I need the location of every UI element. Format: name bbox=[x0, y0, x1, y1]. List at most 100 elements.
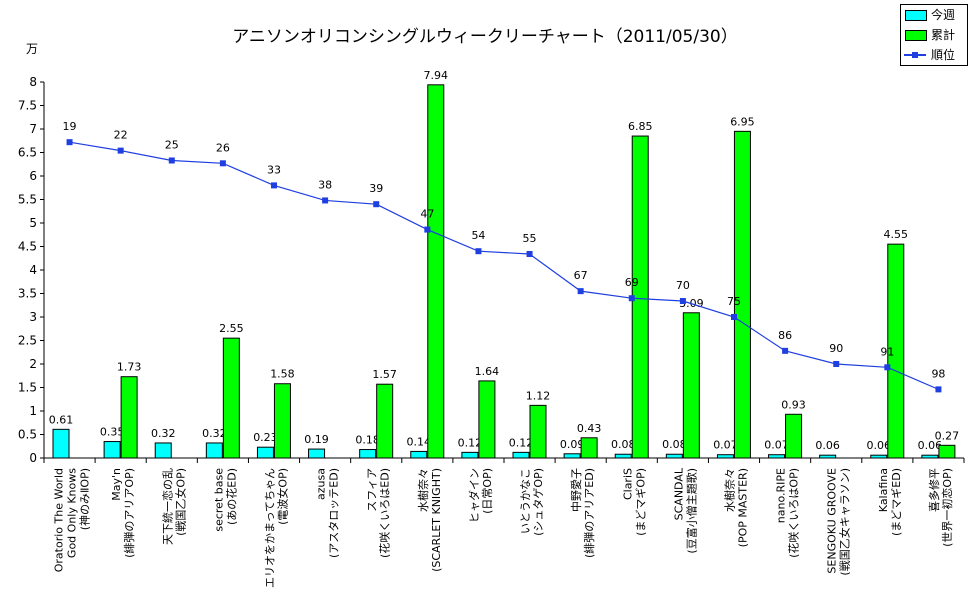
x-tick-label-line: 水樹奈々 bbox=[416, 468, 430, 512]
data-label-this-week: 0.14 bbox=[407, 435, 432, 448]
data-label-rank: 38 bbox=[318, 178, 332, 191]
bar-cumulative bbox=[938, 444, 956, 459]
point-rank bbox=[833, 361, 840, 367]
x-tick-label: SCANDAL (豆富小僧主題歌) bbox=[672, 467, 698, 553]
bar-this-week bbox=[461, 451, 479, 459]
legend: 今週 累計 順位 bbox=[900, 4, 968, 66]
x-tick-label-line: (シュタゲOP) bbox=[532, 468, 545, 536]
x-tick-label-line: (アスタロッテED) bbox=[328, 468, 341, 558]
data-label-cumulative: 7.94 bbox=[424, 69, 449, 82]
chart-title: アニソンオリコンシングルウィークリーチャート（2011/05/30） bbox=[232, 27, 738, 47]
x-tick-label-line: (豆富小僧主題歌) bbox=[684, 468, 698, 554]
point-rank bbox=[577, 288, 584, 295]
bar-cumulative bbox=[580, 437, 598, 459]
data-label-rank: 39 bbox=[369, 182, 383, 195]
x-tick-label-line: (電波女OP) bbox=[276, 468, 290, 525]
bar-this-week bbox=[716, 454, 734, 459]
x-tick-label-line: 中野愛子 bbox=[570, 468, 583, 512]
x-tick-label-line: 水樹奈々 bbox=[723, 468, 737, 512]
bar-this-week bbox=[512, 451, 530, 459]
bar-this-week bbox=[563, 453, 581, 459]
bar-cumulative bbox=[427, 84, 445, 459]
data-label-rank: 98 bbox=[931, 367, 945, 380]
data-label-rank: 54 bbox=[471, 229, 485, 242]
x-tick-label: Kalafina (まどマギED) bbox=[877, 468, 903, 536]
bar-this-week bbox=[359, 449, 377, 459]
data-label-rank: 55 bbox=[523, 232, 537, 245]
bar-cumulative bbox=[478, 380, 496, 459]
data-label-rank: 90 bbox=[829, 342, 843, 355]
data-label-rank: 67 bbox=[574, 269, 588, 282]
data-label-cumulative: 1.57 bbox=[372, 368, 397, 381]
point-rank bbox=[679, 298, 686, 305]
x-tick-label: 水樹奈々 (POP MASTER) bbox=[723, 468, 750, 547]
data-label-rank: 26 bbox=[216, 141, 230, 154]
x-tick-label-line: (緋弾のアリアOP) bbox=[122, 468, 136, 558]
x-tick-label-line: secret base bbox=[212, 468, 225, 532]
point-rank bbox=[271, 182, 277, 189]
bar-this-week bbox=[410, 450, 428, 459]
legend-item-this-week: 今週 bbox=[901, 5, 967, 25]
data-label-rank: 75 bbox=[727, 295, 741, 308]
x-tick-label: 喜多修平 (世界一初恋OP) bbox=[927, 468, 954, 547]
bar-this-week bbox=[256, 446, 274, 459]
x-tick-label: nano.RIPE (花咲くいろはOP) bbox=[775, 468, 801, 558]
bar-cumulative bbox=[682, 312, 700, 459]
y-tick-label: 3 bbox=[29, 310, 37, 324]
y-tick-label: 1.5 bbox=[18, 381, 37, 395]
x-tick-label-line: スフィア bbox=[366, 468, 379, 512]
point-rank bbox=[168, 157, 175, 164]
data-label-cumulative: 4.55 bbox=[884, 228, 909, 241]
legend-item-rank: 順位 bbox=[901, 45, 967, 65]
x-tick-label: ヒャダイン (日常OP) bbox=[467, 468, 494, 523]
data-label-rank: 22 bbox=[114, 129, 128, 142]
point-rank bbox=[731, 314, 737, 320]
point-rank bbox=[322, 197, 329, 204]
x-tick-label-line: (POP MASTER) bbox=[737, 468, 750, 547]
x-tick-label-line: SCANDAL bbox=[672, 467, 685, 520]
y-tick-label: 2 bbox=[29, 357, 37, 371]
bar-this-week bbox=[154, 442, 172, 459]
y-tick-label: 7 bbox=[29, 122, 37, 136]
point-rank bbox=[475, 248, 482, 255]
data-label-this-week: 0.06 bbox=[918, 439, 943, 452]
data-label-cumulative: 1.58 bbox=[270, 368, 295, 381]
x-tick-label-line: (神のみⅡOP) bbox=[78, 468, 92, 530]
x-tick-label-line: (日常OP) bbox=[481, 468, 494, 514]
x-tick-label-line: ClariS bbox=[621, 468, 634, 500]
data-label-cumulative: 1.12 bbox=[526, 389, 551, 402]
data-label-rank: 33 bbox=[267, 163, 281, 176]
data-label-this-week: 0.23 bbox=[253, 431, 278, 444]
data-label-this-week: 0.19 bbox=[304, 433, 329, 446]
data-label-rank: 91 bbox=[880, 345, 894, 358]
x-tick-label: エリオをかまってちゃん (電波女OP) bbox=[264, 468, 290, 588]
bar-cumulative bbox=[785, 413, 803, 459]
data-label-this-week: 0.18 bbox=[355, 434, 380, 447]
data-label-this-week: 0.06 bbox=[867, 439, 892, 452]
x-tick-label-line: (世界一初恋OP) bbox=[940, 468, 954, 547]
legend-swatch-this-week bbox=[905, 10, 927, 21]
legend-label-this-week: 今週 bbox=[931, 8, 956, 22]
x-tick-label: secret base (あの花ED) bbox=[212, 468, 238, 532]
data-label-cumulative: 1.73 bbox=[117, 361, 142, 374]
y-axis-unit: 万 bbox=[26, 42, 39, 56]
legend-item-cumulative: 累計 bbox=[901, 25, 967, 45]
y-tick-label: 7.5 bbox=[18, 99, 37, 113]
bar-this-week bbox=[870, 454, 888, 459]
y-tick-label: 6 bbox=[29, 169, 37, 183]
point-rank bbox=[884, 364, 891, 371]
x-tick-label: スフィア (花咲くいろはED) bbox=[366, 468, 392, 558]
data-label-rank: 69 bbox=[625, 276, 639, 289]
y-tick-label: 2.5 bbox=[18, 334, 37, 348]
bar-cumulative bbox=[529, 404, 547, 459]
x-tick-label-line: SENGOKU GROOVE bbox=[826, 468, 839, 574]
data-label-cumulative: 0.93 bbox=[781, 398, 806, 411]
x-tick-label-line: (SCARLET KNIGHT) bbox=[430, 468, 443, 572]
bar-cumulative bbox=[120, 376, 138, 459]
y-tick-label: 0 bbox=[29, 451, 37, 465]
legend-marker-rank bbox=[912, 52, 918, 58]
point-rank bbox=[628, 295, 635, 302]
x-tick-label-line: (まどマギED) bbox=[890, 468, 903, 536]
x-tick-label-line: (あの花ED) bbox=[225, 468, 238, 525]
